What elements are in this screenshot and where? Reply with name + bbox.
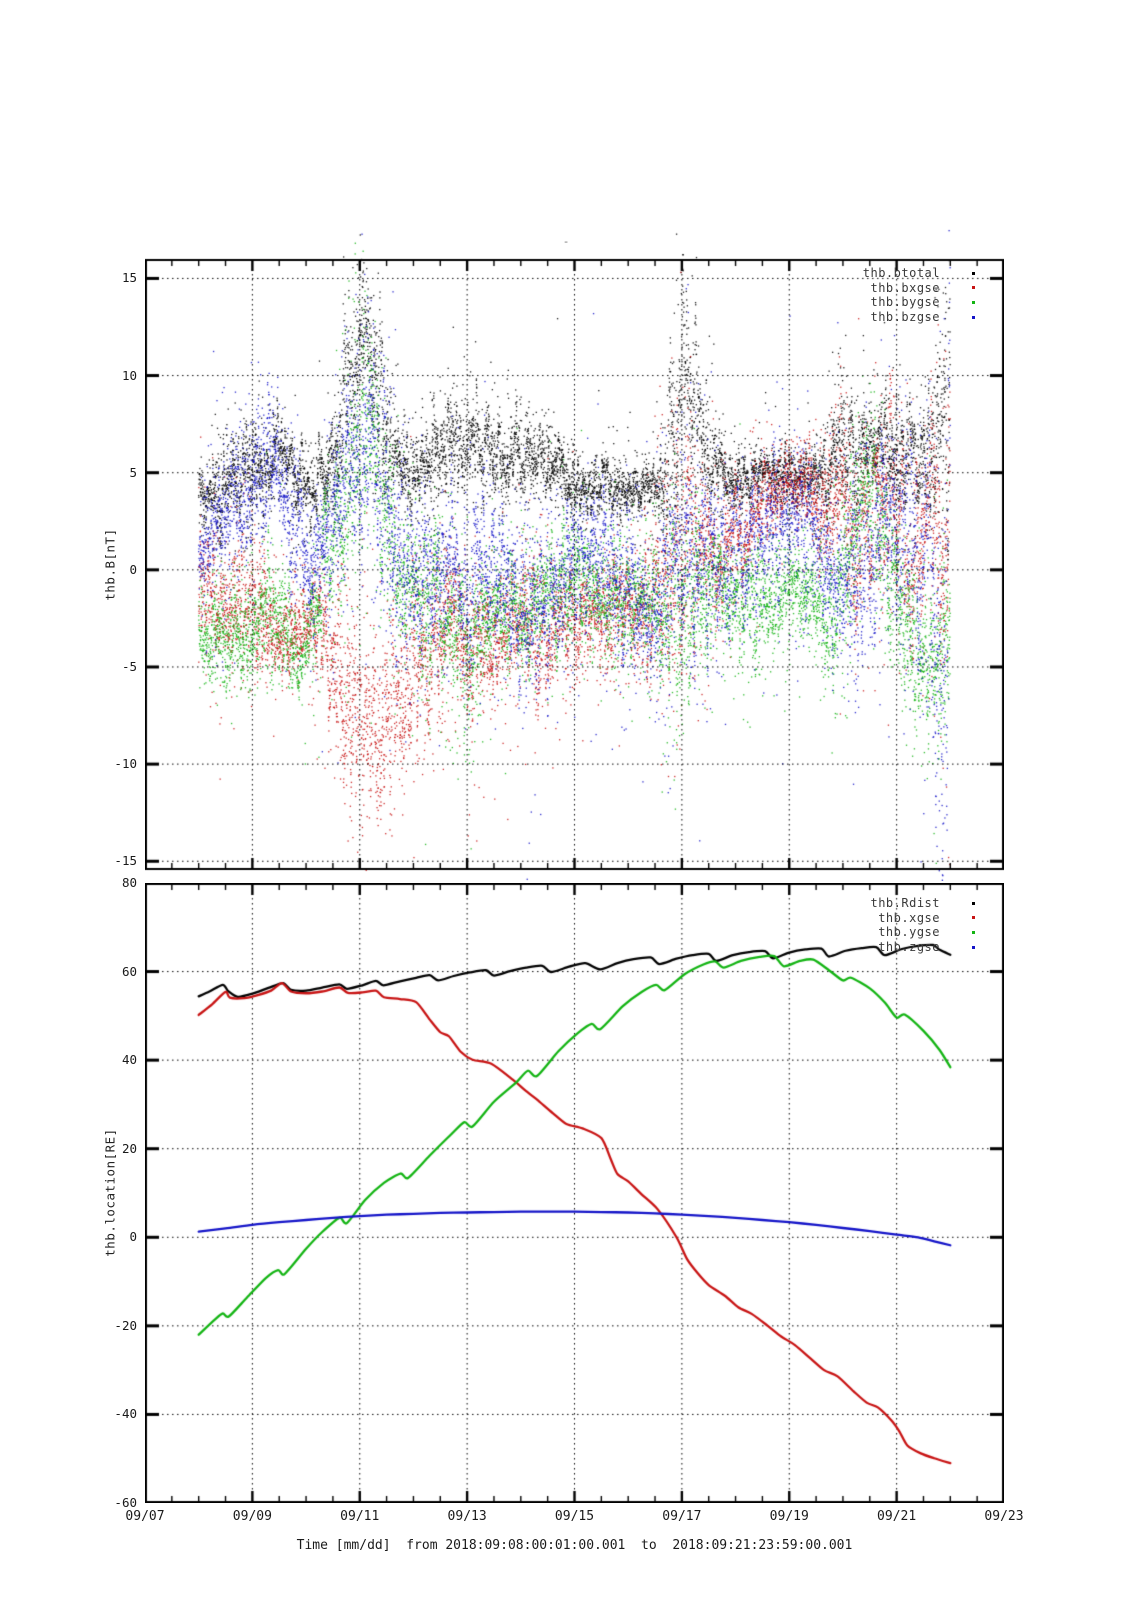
legend-item-thb-btotal: thb.btotal — [863, 266, 975, 281]
location-legend: thb.Rdist thb.xgse thb.ygse thb.zgse — [870, 896, 975, 954]
field-legend: thb.btotal thb.bxgse thb.bygse thb.bzgse — [863, 266, 975, 324]
legend-item-thb-bzgse: thb.bzgse — [863, 310, 975, 325]
legend-label: thb.bxgse — [870, 280, 940, 295]
y-tick-label: 80 — [121, 875, 137, 890]
legend-label: thb.btotal — [862, 266, 940, 281]
legend-label: thb.Rdist — [870, 896, 940, 911]
legend-label: thb.xgse — [878, 910, 940, 925]
y-tick-label: 5 — [129, 464, 137, 480]
y-tick-label: -40 — [114, 1406, 137, 1422]
x-tick-label: 09/17 — [662, 1509, 702, 1524]
x-tick-label: 09/23 — [984, 1509, 1024, 1524]
x-tick-label: 09/13 — [447, 1509, 487, 1524]
legend-item-thb-bxgse: thb.bxgse — [863, 281, 975, 296]
legend-label: thb.bzgse — [870, 310, 940, 325]
x-axis-title: Time [mm/dd] from 2018:09:08:00:01:00.00… — [296, 1538, 853, 1553]
legend-item-thb-bygse: thb.bygse — [863, 295, 975, 310]
legend-marker-dot — [972, 901, 975, 905]
y-tick-label: -10 — [114, 756, 137, 772]
y-tick-label: 0 — [129, 1229, 137, 1245]
legend-item-thb-Rdist: thb.Rdist — [870, 896, 975, 911]
legend-marker-dot — [972, 945, 975, 949]
y-tick-label: -60 — [114, 1495, 137, 1510]
y-tick-label: 20 — [121, 1140, 137, 1156]
location-panel-plot — [145, 883, 1004, 1503]
legend-marker-dot — [972, 271, 975, 275]
legend-item-thb-xgse: thb.xgse — [870, 911, 975, 926]
legend-label: thb.bygse — [870, 295, 940, 310]
legend-label: thb.ygse — [878, 925, 940, 940]
legend-marker-dot — [972, 286, 975, 290]
y-tick-label: 40 — [121, 1052, 137, 1068]
legend-marker-dot — [972, 300, 975, 304]
y-tick-label: -20 — [114, 1317, 137, 1333]
legend-marker-dot — [972, 916, 975, 920]
x-tick-label: 09/11 — [340, 1509, 380, 1524]
location-y-axis-label: thb.location[RE] — [102, 1128, 118, 1257]
y-tick-label: 15 — [121, 270, 137, 286]
legend-marker-dot — [972, 930, 975, 934]
field-panel-plot — [145, 229, 1004, 881]
legend-item-thb-ygse: thb.ygse — [870, 925, 975, 940]
y-tick-label: 10 — [121, 367, 137, 383]
x-tick-label: 09/15 — [554, 1509, 595, 1524]
legend-label: thb.zgse — [878, 940, 940, 955]
x-tick-label: 09/19 — [769, 1509, 809, 1524]
y-tick-label: -5 — [121, 658, 137, 674]
x-tick-label: 09/21 — [877, 1509, 917, 1524]
legend-item-thb-zgse: thb.zgse — [870, 940, 975, 955]
y-tick-label: -15 — [114, 853, 137, 869]
x-tick-label: 09/07 — [125, 1509, 165, 1524]
y-tick-label: 60 — [121, 963, 137, 979]
y-tick-label: 0 — [129, 561, 137, 577]
legend-marker-dot — [972, 315, 975, 319]
x-tick-label: 09/09 — [232, 1509, 272, 1524]
